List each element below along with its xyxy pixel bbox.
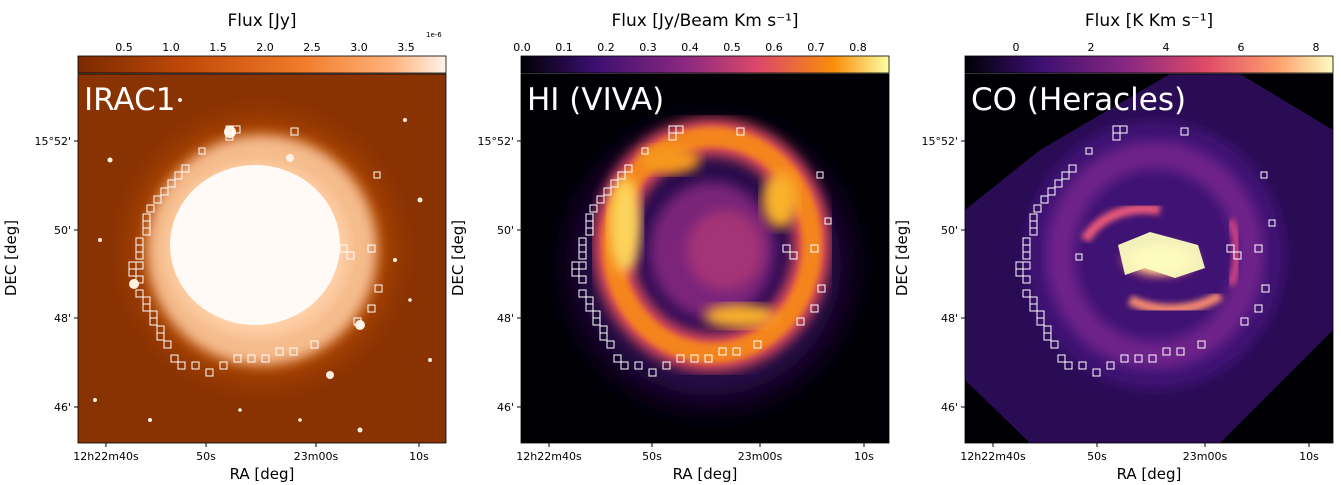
colorbar-tick: 1.5: [209, 41, 227, 54]
colorbar-exponent-irac1: 1e-6: [426, 31, 442, 39]
colorbar-tick: 0.5: [115, 41, 133, 54]
colorbar-tick: 0: [1013, 41, 1020, 54]
ytick: 48': [497, 312, 514, 325]
image-irac1: [78, 74, 446, 443]
panel-label-hi: HI (VIVA): [527, 82, 664, 118]
panel-hi: Flux [Jy/Beam Km s⁻¹] 0.0 0.1 0.2 0.3 0.…: [449, 11, 890, 483]
xtick: 50s: [196, 450, 216, 463]
colorbar-tick: 4: [1163, 41, 1170, 54]
yaxis-hi: 15°52' 50' 48' 46': [477, 135, 521, 414]
xaxis-co: 12h22m40s 50s 23m00s 10s: [960, 443, 1319, 463]
colorbar-tick: 0.8: [849, 41, 867, 54]
colorbar-tick: 2.0: [256, 41, 274, 54]
xtick: 23m00s: [1183, 450, 1228, 463]
xlabel-hi: RA [deg]: [673, 465, 738, 483]
panel-label-irac1: IRAC1: [84, 82, 175, 118]
yaxis-irac1: 15°52' 50' 48' 46': [34, 135, 78, 414]
xtick: 50s: [642, 450, 662, 463]
xtick: 10s: [1299, 450, 1319, 463]
colorbar-ticks-irac1: 0.5 1.0 1.5 2.0 2.5 3.0 3.5: [115, 41, 415, 54]
colorbar-co: [964, 55, 1334, 74]
ytick: 48': [941, 312, 958, 325]
ytick: 15°52': [477, 135, 514, 148]
xtick: 10s: [854, 450, 874, 463]
colorbar-tick: 0.4: [681, 41, 699, 54]
panel-co: Flux [K Km s⁻¹] 0 2 4 6 8 CO (Heracles): [893, 11, 1334, 483]
colorbar-title-hi: Flux [Jy/Beam Km s⁻¹]: [611, 11, 798, 31]
colorbar-irac1: [77, 55, 447, 74]
colorbar-title-co: Flux [K Km s⁻¹]: [1085, 11, 1213, 31]
axes-frame-hi: [520, 73, 890, 444]
colorbar-tick: 0.2: [597, 41, 615, 54]
colorbar-tick: 6: [1238, 41, 1245, 54]
colorbar-tick: 0.1: [555, 41, 573, 54]
colorbar-tick: 0.3: [639, 41, 657, 54]
xaxis-irac1: 12h22m40s 50s 23m00s 10s: [73, 443, 429, 463]
image-hi: [521, 74, 889, 443]
xtick: 12h22m40s: [960, 450, 1026, 463]
axes-frame-co: [964, 73, 1334, 444]
ylabel-hi: DEC [deg]: [449, 220, 467, 296]
colorbar-tick: 3.5: [397, 41, 415, 54]
ylabel-irac1: DEC [deg]: [2, 220, 20, 296]
colorbar-tick: 2.5: [303, 41, 321, 54]
xtick: 12h22m40s: [73, 450, 139, 463]
xtick: 12h22m40s: [516, 450, 582, 463]
xlabel-co: RA [deg]: [1117, 465, 1182, 483]
colorbar-tick: 0.6: [765, 41, 783, 54]
xtick: 50s: [1087, 450, 1107, 463]
ytick: 15°52': [34, 135, 71, 148]
xlabel-irac1: RA [deg]: [230, 465, 295, 483]
colorbar-tick: 8: [1313, 41, 1320, 54]
colorbar-title-irac1: Flux [Jy]: [227, 11, 296, 31]
colorbar-tick: 1.0: [162, 41, 180, 54]
marker-squares-irac1: [128, 125, 383, 377]
ylabel-co: DEC [deg]: [893, 220, 911, 296]
colorbar-ticks-co: 0 2 4 6 8: [1013, 41, 1320, 54]
panel-label-co: CO (Heracles): [971, 82, 1186, 118]
ytick: 50': [497, 224, 514, 237]
colorbar-tick: 3.0: [350, 41, 368, 54]
colorbar-tick: 0.5: [723, 41, 741, 54]
ytick: 48': [54, 312, 71, 325]
colorbar-tick: 2: [1088, 41, 1095, 54]
marker-squares-co: [1015, 125, 1276, 377]
xaxis-hi: 12h22m40s 50s 23m00s 10s: [516, 443, 874, 463]
xtick: 23m00s: [294, 450, 339, 463]
yaxis-co: 15°52' 50' 48' 46': [921, 135, 965, 414]
xtick: 23m00s: [738, 450, 783, 463]
ytick: 50': [54, 224, 71, 237]
colorbar-hi: [520, 55, 890, 74]
ytick: 15°52': [921, 135, 958, 148]
ytick: 46': [497, 401, 514, 414]
xtick: 10s: [409, 450, 429, 463]
image-co: [965, 74, 1333, 443]
colorbar-tick: 0.7: [807, 41, 825, 54]
axes-frame-irac1: [77, 73, 447, 444]
colorbar-ticks-hi: 0.0 0.1 0.2 0.3 0.4 0.5 0.6 0.7 0.8: [513, 41, 867, 54]
colorbar-tick: 0.0: [513, 41, 531, 54]
panel-irac1: Flux [Jy] 0.5 1.0 1.5 2.0 2.5 3.0 3.5 1e…: [2, 11, 447, 483]
ytick: 50': [941, 224, 958, 237]
ytick: 46': [54, 401, 71, 414]
ytick: 46': [941, 401, 958, 414]
marker-squares-hi: [571, 125, 832, 377]
